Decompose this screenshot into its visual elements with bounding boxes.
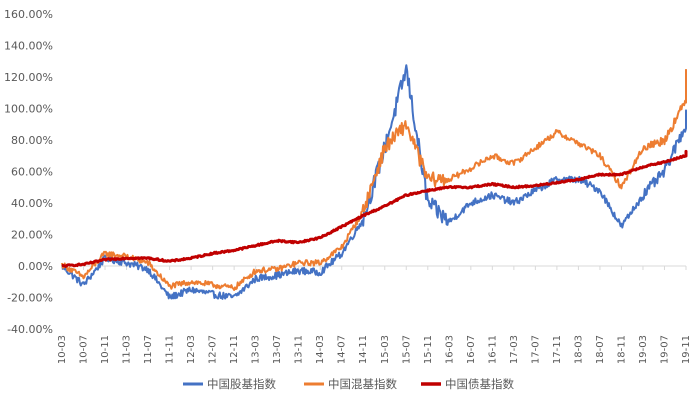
x-tick-label: 10-11 bbox=[100, 335, 111, 364]
y-tick-label: 100.00% bbox=[4, 103, 53, 116]
y-tick-label: 160.00% bbox=[4, 8, 53, 21]
x-tick-label: 14-03 bbox=[315, 335, 326, 364]
x-tick-label: 14-07 bbox=[337, 335, 348, 364]
x-tick-label: 11-03 bbox=[122, 335, 133, 364]
x-tick-label: 10-07 bbox=[79, 335, 90, 364]
y-tick-label: 120.00% bbox=[4, 71, 53, 84]
x-tick-label: 17-07 bbox=[530, 335, 541, 364]
series-line bbox=[61, 149, 688, 268]
x-tick-label: 15-03 bbox=[380, 335, 391, 364]
x-tick-label: 18-07 bbox=[595, 335, 606, 364]
legend-label: 中国混基指数 bbox=[328, 377, 397, 391]
y-tick-label: 80.00% bbox=[11, 134, 53, 147]
x-tick-label: 16-03 bbox=[444, 335, 455, 364]
legend-label: 中国债基指数 bbox=[445, 377, 514, 391]
y-tick-label: 40.00% bbox=[11, 197, 53, 210]
x-tick-label: 11-07 bbox=[143, 335, 154, 364]
y-axis-labels: 160.00% 140.00% 120.00% 100.00% 80.00% 60.00%… bbox=[4, 8, 53, 336]
y-tick-label: -40.00% bbox=[7, 323, 53, 336]
x-axis: 10-03 10-07 10-11 11-03 11-07 11-11 12-03 12-07… bbox=[57, 265, 692, 364]
series-line bbox=[61, 69, 687, 291]
y-tick-label: 20.00% bbox=[11, 229, 53, 242]
x-tick-label: 14-11 bbox=[358, 335, 369, 364]
x-tick-label: 12-03 bbox=[186, 335, 197, 364]
x-tick-label: 18-11 bbox=[616, 335, 627, 364]
x-tick-label: 12-11 bbox=[229, 335, 240, 364]
x-tick-label: 13-03 bbox=[251, 335, 262, 364]
x-tick-label: 17-11 bbox=[552, 335, 563, 364]
x-tick-label: 11-11 bbox=[165, 335, 176, 364]
y-tick-label: 0.00% bbox=[18, 260, 53, 273]
x-tick-label: 15-07 bbox=[401, 335, 412, 364]
x-tick-label: 10-03 bbox=[57, 335, 68, 364]
x-tick-label: 17-03 bbox=[509, 335, 520, 364]
x-tick-label: 16-11 bbox=[487, 335, 498, 364]
x-tick-label: 12-07 bbox=[208, 335, 219, 364]
legend: 中国股基指数 中国混基指数 中国债基指数 bbox=[183, 377, 514, 391]
x-tick-label: 13-11 bbox=[294, 335, 305, 364]
y-tick-label: -20.00% bbox=[7, 292, 53, 305]
x-tick-label: 19-07 bbox=[659, 335, 670, 364]
legend-label: 中国股基指数 bbox=[207, 377, 276, 391]
x-tick-label: 15-11 bbox=[423, 335, 434, 364]
x-tick-label: 18-03 bbox=[573, 335, 584, 364]
x-tick-label: 19-03 bbox=[638, 335, 649, 364]
y-tick-label: 140.00% bbox=[4, 40, 53, 53]
x-tick-label: 19-11 bbox=[681, 335, 692, 364]
series-lines bbox=[61, 64, 688, 300]
x-tick-label: 13-07 bbox=[272, 335, 283, 364]
y-tick-label: 60.00% bbox=[11, 166, 53, 179]
x-tick-label: 16-07 bbox=[466, 335, 477, 364]
